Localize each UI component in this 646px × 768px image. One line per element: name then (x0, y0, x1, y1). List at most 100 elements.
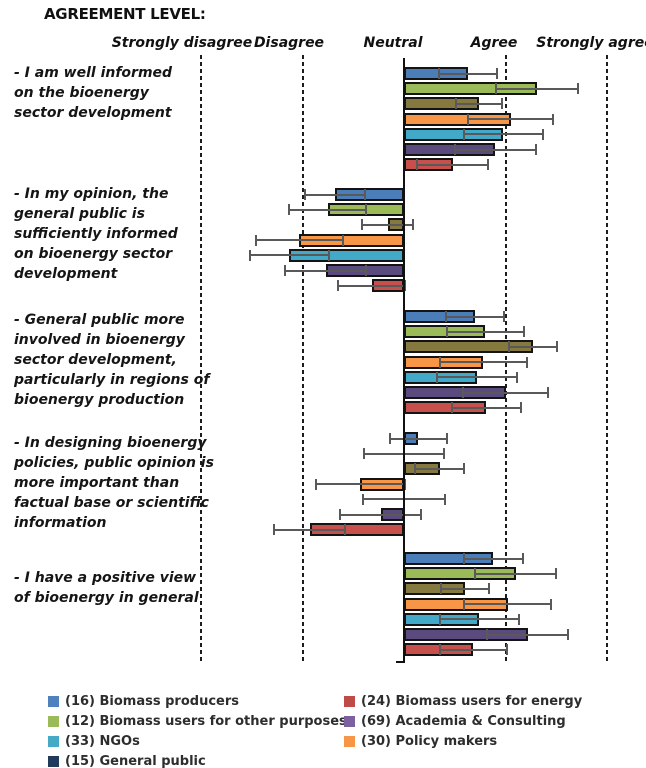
error-bar-cap (438, 356, 441, 368)
error-bar (249, 254, 329, 257)
error-bar-cap (486, 629, 489, 640)
error-bar-cap (552, 113, 555, 125)
error-bar-cap (342, 234, 345, 246)
statement-label: - General public more involved in bioene… (14, 312, 210, 408)
error-bar (467, 118, 554, 121)
error-bar (463, 603, 552, 606)
error-bar (440, 587, 490, 590)
axis-label-agree: Agree (470, 35, 518, 51)
axis-label-disagree: Disagree (253, 35, 325, 51)
error-bar-cap (248, 249, 251, 261)
error-bar (463, 557, 523, 560)
error-bar (455, 102, 503, 105)
error-bar-cap (517, 613, 520, 625)
error-bar-cap (466, 113, 469, 125)
error-bar (463, 133, 544, 136)
legend-label: (24) Biomass users for energy (361, 693, 583, 709)
legend-label: (33) NGOs (65, 733, 140, 749)
error-bar (274, 528, 346, 531)
error-bar-cap (439, 583, 442, 595)
error-bar-cap (284, 265, 287, 276)
error-bar (508, 345, 558, 348)
error-bar (315, 483, 405, 486)
error-bar-cap (363, 448, 366, 460)
error-bar-cap (505, 644, 508, 656)
error-bar-cap (445, 433, 448, 444)
error-bar-cap (412, 219, 415, 231)
legend-item: (69) Academia & Consulting (344, 711, 566, 731)
gridline (606, 55, 608, 663)
error-bar-cap (404, 478, 406, 490)
error-bar-cap (436, 371, 439, 383)
error-bar-cap (443, 493, 446, 505)
error-bar-cap (488, 583, 491, 595)
error-bar-cap (534, 144, 537, 155)
statement-label: - I have a positive view of bioenergy in… (14, 570, 199, 606)
error-bar (445, 315, 505, 318)
legend-item: (33) NGOs (48, 731, 140, 751)
error-bar (289, 208, 367, 211)
error-bar-cap (364, 189, 367, 200)
error-bar-cap (414, 463, 417, 475)
error-bar (454, 148, 536, 151)
legend-swatch (48, 715, 59, 727)
error-bar-cap (254, 234, 257, 246)
error-bar-cap (550, 598, 553, 610)
error-bar-cap (521, 553, 524, 564)
error-bar-cap (519, 402, 522, 414)
error-bar (451, 406, 521, 409)
legend-swatch (48, 755, 59, 767)
error-bar (438, 72, 498, 75)
legend-item: (12) Biomass users for other purposes (48, 711, 347, 731)
error-bar-cap (525, 356, 528, 368)
error-bar-cap (567, 629, 570, 640)
error-bar-cap (288, 204, 291, 216)
error-bar (338, 284, 405, 287)
error-bar-cap (420, 509, 423, 520)
error-bar-cap (462, 128, 465, 140)
error-bar-cap (337, 280, 340, 292)
axis-label-neutral: Neutral (363, 35, 423, 51)
legend-label: (12) Biomass users for other purposes (65, 713, 347, 729)
error-bar-cap (388, 433, 391, 444)
error-bar (285, 269, 367, 272)
error-bar (439, 648, 507, 651)
error-bar (362, 223, 414, 226)
legend-item: (24) Biomass users for energy (344, 691, 582, 711)
error-bar-cap (303, 189, 306, 200)
gridline (200, 55, 202, 663)
error-bar-cap (438, 613, 441, 625)
axis-label-strongly-disagree: Strongly disagree (111, 35, 253, 51)
error-bar (446, 330, 524, 333)
legend-swatch (344, 715, 355, 727)
error-bar-cap (365, 204, 368, 216)
error-bar-cap (462, 463, 465, 475)
error-bar (439, 361, 527, 364)
legend-label: (30) Policy makers (361, 733, 498, 749)
neutral-axis (403, 58, 405, 663)
error-bar-cap (461, 387, 464, 398)
error-bar (304, 193, 366, 196)
error-bar-cap (450, 402, 453, 414)
error-bar-cap (453, 144, 456, 155)
legend-item: (16) Biomass producers (48, 691, 239, 711)
statement-label: - In designing bioenergy policies, publi… (14, 435, 214, 531)
error-bar-cap (442, 448, 445, 460)
error-bar (462, 391, 549, 394)
error-bar-cap (507, 341, 510, 353)
error-bar-cap (462, 598, 465, 610)
legend-label: (15) General public (65, 753, 206, 768)
error-bar-cap (416, 159, 419, 171)
error-bar-cap (542, 128, 545, 140)
error-bar (475, 572, 557, 575)
error-bar (417, 163, 489, 166)
error-bar-cap (444, 311, 447, 322)
error-bar-cap (495, 83, 498, 95)
legend-swatch (344, 735, 355, 747)
error-bar (439, 618, 519, 621)
error-bar-cap (474, 568, 477, 580)
error-bar (496, 87, 578, 90)
error-bar-cap (273, 524, 276, 536)
gridline (504, 55, 507, 663)
